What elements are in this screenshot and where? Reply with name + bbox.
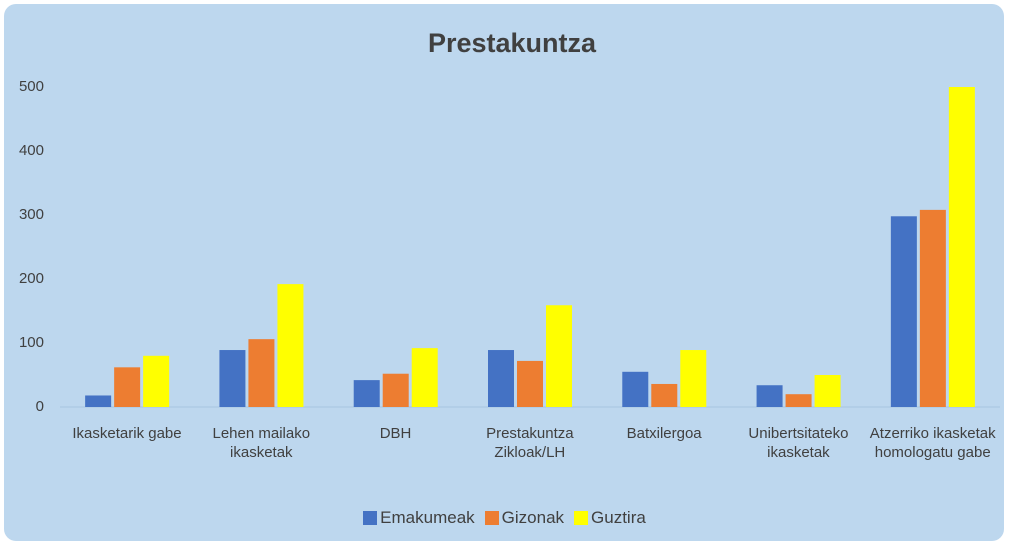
legend-label: Gizonak: [501, 508, 565, 527]
x-tick-label: Batxilergoa: [626, 425, 702, 442]
legend-item: Gizonak: [484, 508, 565, 528]
bar: [411, 348, 438, 407]
bar: [114, 367, 141, 407]
y-tick-label: 500: [19, 78, 44, 95]
y-tick-label: 0: [36, 398, 44, 415]
bar: [622, 371, 649, 407]
legend-swatch: [574, 511, 589, 525]
x-tick-label: Unibertsitateko ikasketak: [748, 425, 849, 461]
bar: [143, 355, 170, 407]
legend: Emakumeak Gizonak Guztira: [0, 508, 1009, 528]
x-tick-label: Atzerriko ikasketak homologatu gabe: [869, 425, 996, 461]
bar: [546, 305, 572, 407]
legend-label: Guztira: [591, 508, 646, 527]
bar: [85, 395, 112, 407]
y-tick-label: 300: [19, 206, 44, 223]
x-tick-label: Lehen mailako ikasketak: [212, 425, 311, 461]
bar: [948, 87, 975, 407]
bar: [382, 373, 409, 407]
bar: [680, 350, 707, 407]
y-tick-label: 400: [19, 142, 44, 159]
x-tick-label: DBH: [379, 425, 412, 442]
legend-item: Guztira: [574, 508, 646, 528]
legend-item: Emakumeak: [363, 508, 475, 528]
bar: [785, 394, 812, 407]
y-tick-label: 100: [19, 334, 44, 351]
x-tick-label: Ikasketarik gabe: [72, 425, 182, 442]
chart-title: Prestakuntza: [428, 28, 597, 58]
bar: [517, 360, 543, 407]
legend-swatch: [363, 511, 378, 525]
bar: [651, 383, 678, 407]
bar: [488, 350, 514, 407]
bar: [756, 385, 783, 407]
bar: [353, 380, 380, 407]
x-tick-label: Prestakuntza Zikloak/LH: [486, 425, 574, 461]
chart-background: [4, 4, 1004, 541]
y-tick-label: 200: [19, 270, 44, 287]
bar: [890, 216, 917, 407]
legend-label: Emakumeak: [380, 508, 475, 527]
bar: [248, 339, 275, 407]
bar: [277, 284, 304, 407]
legend-swatch: [484, 511, 499, 525]
bar: [219, 350, 246, 407]
bar: [919, 209, 946, 407]
bar: [814, 375, 841, 407]
